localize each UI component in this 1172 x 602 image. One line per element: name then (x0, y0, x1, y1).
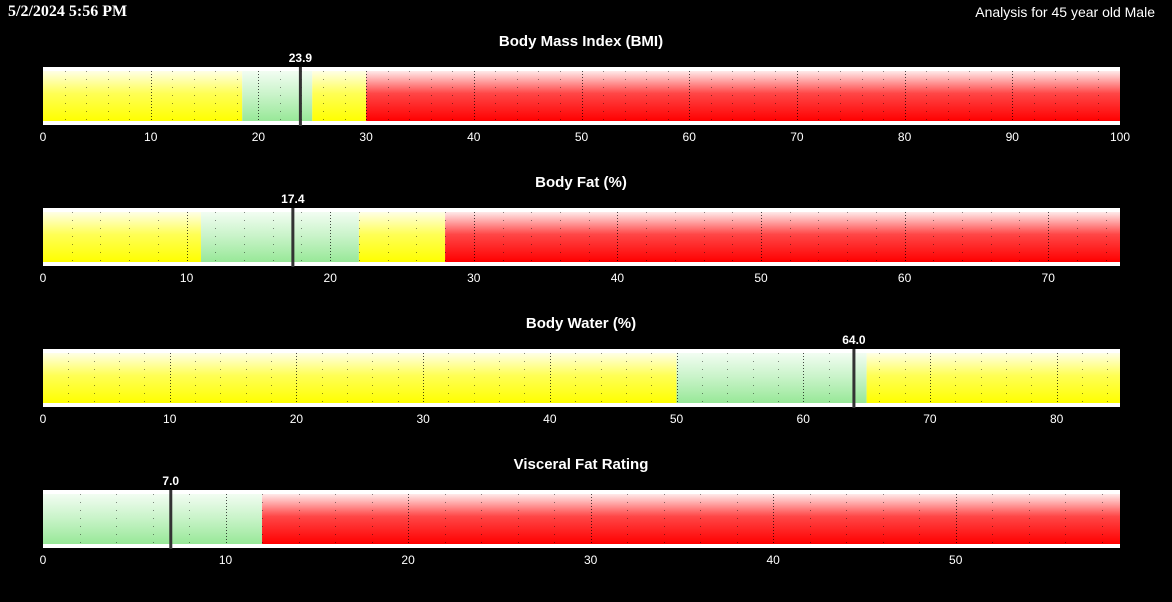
range-segment-red (262, 494, 1120, 544)
range-segment-green (43, 494, 263, 544)
analysis-subtitle: Analysis for 45 year old Male (975, 4, 1155, 20)
tick-label: 10 (163, 412, 177, 426)
gauge-title: Body Mass Index (BMI) (499, 33, 663, 50)
tick-label: 70 (790, 130, 804, 144)
range-segment-red (445, 212, 1121, 262)
gauge-0: Body Mass Index (BMI) 0 10 20 30 40 50 60 70 80 90… (40, 33, 1131, 144)
tick-label: 60 (683, 130, 697, 144)
tick-label: 40 (611, 271, 625, 285)
range-segment-yellow (312, 71, 367, 121)
tick-label: 50 (670, 412, 684, 426)
tick-label: 50 (949, 553, 963, 567)
tick-label: 10 (180, 271, 194, 285)
gauge-1: Body Fat (%) 0 10 20 30 40 50 60 70 17.4 (40, 174, 1121, 285)
tick-label: 30 (416, 412, 430, 426)
value-marker (169, 490, 173, 549)
tick-label: 90 (1006, 130, 1020, 144)
tick-label: 20 (401, 553, 415, 567)
value-marker (298, 67, 302, 126)
tick-label: 80 (1050, 412, 1064, 426)
range-segment-green (200, 212, 359, 262)
tick-label: 20 (290, 412, 304, 426)
tick-label: 70 (1042, 271, 1056, 285)
range-segment-yellow (43, 71, 243, 121)
gauge-title: Visceral Fat Rating (514, 456, 649, 473)
tick-label: 0 (40, 130, 47, 144)
tick-label: 30 (359, 130, 373, 144)
tick-label: 20 (324, 271, 338, 285)
range-segment-yellow (43, 353, 677, 403)
tick-label: 70 (923, 412, 937, 426)
tick-label: 0 (40, 553, 47, 567)
tick-label: 50 (754, 271, 768, 285)
value-label: 17.4 (281, 192, 305, 206)
tick-label: 50 (575, 130, 589, 144)
tick-label: 60 (797, 412, 811, 426)
tick-label: 40 (766, 553, 780, 567)
tick-label: 10 (219, 553, 233, 567)
range-segment-yellow (43, 212, 201, 262)
value-label: 64.0 (842, 333, 866, 347)
value-label: 7.0 (162, 474, 179, 488)
tick-label: 80 (898, 130, 912, 144)
tick-label: 100 (1110, 130, 1130, 144)
gauge-title: Body Fat (%) (535, 174, 627, 191)
tick-label: 20 (252, 130, 266, 144)
value-label: 23.9 (289, 51, 313, 65)
range-segment-green (676, 353, 867, 403)
tick-label: 40 (543, 412, 557, 426)
gauge-3: Visceral Fat Rating 0 10 20 30 40 50 7.0 (40, 456, 1120, 567)
timestamp: 5/2/2024 5:56 PM (8, 3, 128, 20)
tick-label: 30 (584, 553, 598, 567)
tick-label: 40 (467, 130, 481, 144)
range-segment-yellow (358, 212, 446, 262)
tick-label: 0 (40, 412, 47, 426)
tick-label: 60 (898, 271, 912, 285)
gauge-2: Body Water (%) 0 10 20 30 40 50 60 70 80 64.0 (40, 315, 1120, 426)
value-marker (852, 349, 856, 408)
range-segment-red (366, 71, 1121, 121)
tick-label: 30 (467, 271, 481, 285)
value-marker (291, 208, 295, 267)
gauge-title: Body Water (%) (526, 315, 636, 332)
tick-label: 10 (144, 130, 158, 144)
range-segment-yellow (866, 353, 1120, 403)
tick-label: 0 (40, 271, 47, 285)
